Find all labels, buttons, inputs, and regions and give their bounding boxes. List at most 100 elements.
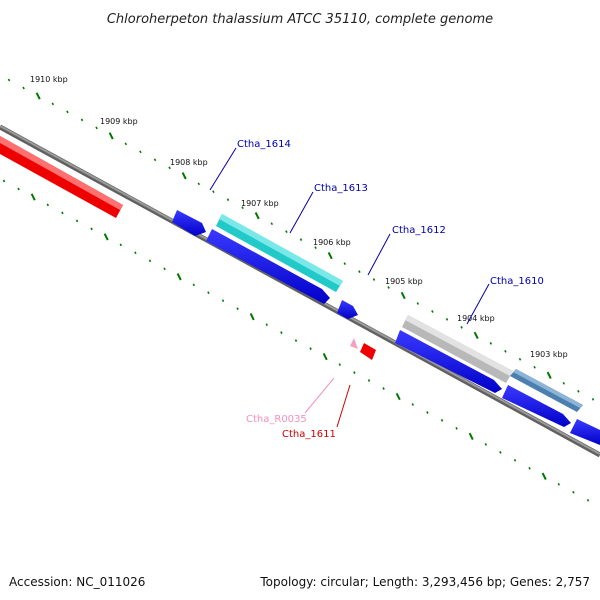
scale-tick-minor (51, 102, 55, 106)
scale-tick-major (176, 273, 182, 281)
scale-tick-minor (294, 339, 298, 342)
leader-ctha1613 (289, 191, 314, 234)
scale-tick-minor (426, 411, 429, 414)
scale-tick-minor (153, 158, 157, 162)
scale-tick-minor (577, 389, 580, 393)
scale-tick-major (546, 371, 552, 379)
feature-rna-ctha-r0035[interactable] (350, 338, 358, 349)
scale-tick-minor (221, 299, 225, 303)
gene-label-ctha1613[interactable]: Ctha_1613 (314, 183, 368, 194)
outer-scale-ticks (7, 78, 595, 401)
scale-tick-minor (358, 270, 361, 273)
footer-accession: Accession: NC_011026 (9, 575, 145, 589)
scale-tick-minor (372, 278, 376, 281)
feature-blue-ctha1613-cds[interactable] (206, 229, 330, 304)
scale-tick-minor (148, 259, 152, 263)
scale-tick-minor (168, 166, 171, 170)
feature-blue-ctha1612[interactable] (337, 300, 358, 319)
gene-label-ctha1610[interactable]: Ctha_1610 (490, 276, 544, 287)
scale-tick-minor (2, 179, 6, 183)
feature-steel-blue[interactable] (510, 369, 583, 412)
scale-label-1907: 1907 kbp (241, 199, 279, 208)
scale-labels: 1910 kbp 1909 kbp 1908 kbp 1907 kbp 1906… (30, 75, 568, 359)
gene-label-ctha1612[interactable]: Ctha_1612 (392, 225, 446, 236)
scale-tick-minor (445, 318, 449, 321)
scale-tick-minor (212, 190, 215, 194)
scale-tick-minor (382, 387, 385, 390)
scale-tick-minor (338, 363, 342, 366)
scale-tick-minor (134, 251, 137, 255)
scale-tick-minor (139, 150, 142, 154)
scale-tick-minor (440, 419, 444, 422)
feature-blue-cds-1[interactable] (395, 330, 502, 393)
scale-tick-minor (586, 498, 590, 502)
scale-tick-major (254, 212, 260, 220)
feature-blue-cds-3[interactable] (570, 419, 600, 445)
gene-label-ctha1611[interactable]: Ctha_1611 (282, 429, 336, 440)
scale-tick-minor (22, 86, 25, 90)
scale-tick-major (103, 233, 109, 241)
scale-tick-minor (528, 466, 531, 470)
scale-tick-minor (192, 283, 196, 287)
scale-tick-minor (455, 427, 458, 430)
scale-tick-major (541, 472, 547, 480)
feature-cyan-ctha1613[interactable] (216, 214, 343, 292)
scale-tick-minor (226, 198, 230, 202)
map-title: Chloroherpeton thalassium ATCC 35110, co… (107, 12, 493, 27)
scale-tick-minor (80, 118, 84, 122)
scale-tick-minor (309, 347, 312, 350)
scale-tick-minor (61, 211, 64, 215)
feature-blue-cds-2[interactable] (502, 385, 571, 427)
scale-tick-minor (7, 78, 11, 82)
scale-tick-minor (513, 458, 517, 462)
scale-tick-minor (314, 246, 317, 249)
scale-tick-minor (572, 490, 575, 494)
scale-label-1910: 1910 kbp (30, 75, 68, 84)
scale-tick-minor (95, 126, 98, 130)
gene-label-ctha1614[interactable]: Ctha_1614 (237, 139, 291, 150)
scale-tick-major (108, 132, 114, 140)
scale-tick-minor (499, 451, 502, 454)
feature-blue-ctha1614[interactable] (172, 210, 206, 236)
leader-ctha-r0035 (304, 377, 335, 414)
feature-grey-ctha1610[interactable] (402, 315, 513, 383)
scale-tick-minor (280, 331, 283, 334)
scale-tick-minor (90, 227, 93, 231)
scale-tick-major (181, 172, 187, 180)
scale-tick-minor (387, 286, 390, 289)
scale-tick-minor (124, 142, 128, 146)
scale-tick-major (400, 291, 406, 300)
scale-label-1906: 1906 kbp (313, 238, 351, 247)
scale-tick-major (468, 432, 474, 441)
footer-summary: Topology: circular; Length: 3,293,456 bp… (259, 575, 590, 589)
feature-red-left[interactable] (0, 136, 123, 218)
scale-tick-minor (46, 203, 50, 207)
scale-tick-minor (299, 238, 303, 241)
scale-tick-minor (236, 307, 239, 311)
scale-tick-minor (75, 219, 79, 223)
scale-label-1905: 1905 kbp (385, 277, 423, 286)
scale-tick-minor (489, 342, 493, 345)
scale-tick-minor (163, 267, 166, 271)
scale-tick-minor (353, 371, 356, 374)
scale-tick-major (395, 392, 401, 401)
gene-label-ctha-r0035[interactable]: Ctha_R0035 (246, 414, 307, 425)
scale-tick-minor (431, 310, 434, 313)
leader-ctha1614 (209, 147, 237, 191)
scale-tick-minor (119, 243, 123, 247)
scale-tick-minor (285, 230, 288, 233)
scale-tick-minor (17, 187, 20, 191)
scale-tick-minor (270, 222, 274, 226)
feature-red-ctha1611[interactable] (360, 343, 376, 360)
scale-tick-minor (557, 482, 561, 486)
inner-scale-ticks (2, 179, 590, 502)
leader-ctha1611 (336, 384, 351, 428)
scale-tick-major (30, 193, 36, 201)
scale-tick-minor (265, 323, 269, 327)
scale-tick-major (35, 92, 41, 100)
scale-tick-minor (207, 291, 210, 295)
scale-label-1908: 1908 kbp (170, 158, 208, 167)
scale-tick-minor (460, 326, 463, 329)
scale-tick-minor (197, 182, 201, 186)
